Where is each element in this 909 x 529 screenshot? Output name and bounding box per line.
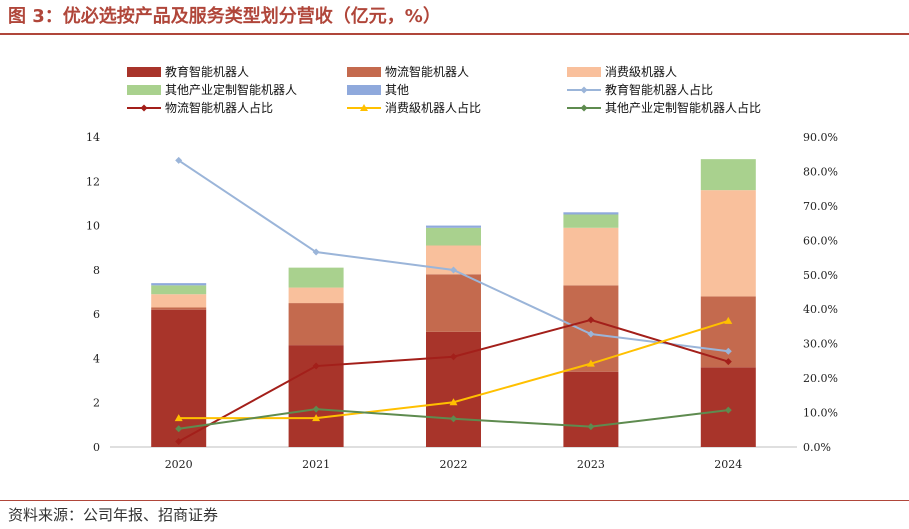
data-point bbox=[724, 347, 732, 355]
legend-swatch bbox=[347, 67, 381, 77]
legend-label: 物流智能机器人 bbox=[385, 64, 469, 79]
x-tick-label: 2022 bbox=[440, 458, 468, 471]
y-right-tick-label: 20.0% bbox=[803, 372, 838, 385]
legend-label: 其他产业定制智能机器人 bbox=[165, 82, 297, 97]
legend-label: 物流智能机器人占比 bbox=[165, 100, 273, 115]
y-left-tick-label: 2 bbox=[93, 397, 100, 410]
legend-swatch bbox=[567, 67, 601, 77]
data-point bbox=[312, 414, 321, 422]
legend-label: 消费級机器人占比 bbox=[385, 100, 481, 115]
data-point bbox=[586, 359, 595, 367]
y-right-tick-label: 80.0% bbox=[803, 165, 838, 178]
data-point bbox=[450, 266, 457, 274]
bar-segment bbox=[426, 227, 481, 246]
y-right-tick-label: 60.0% bbox=[803, 234, 838, 247]
bar-segment bbox=[426, 274, 481, 332]
bar-segment bbox=[426, 225, 481, 228]
bar-segment bbox=[151, 294, 207, 308]
y-left-tick-label: 12 bbox=[86, 175, 100, 188]
x-tick-label: 2020 bbox=[165, 458, 193, 471]
y-right-tick-label: 70.0% bbox=[803, 200, 838, 213]
data-point bbox=[449, 398, 458, 406]
chart-title: 图 3：优必选按产品及服务类型划分营收（亿元，%） bbox=[8, 6, 441, 27]
footer-divider bbox=[0, 500, 909, 501]
y-right-tick-label: 30.0% bbox=[803, 338, 838, 351]
data-point bbox=[175, 437, 183, 445]
bar-segment bbox=[151, 309, 207, 447]
legend-swatch bbox=[127, 67, 161, 77]
bar-segment bbox=[700, 159, 756, 191]
data-point bbox=[312, 248, 320, 256]
data-point bbox=[312, 405, 320, 413]
bar-segment bbox=[288, 303, 344, 346]
data-point bbox=[724, 406, 732, 414]
legend-swatch bbox=[347, 85, 381, 95]
bar-segment bbox=[563, 212, 619, 215]
bar-segment bbox=[151, 283, 207, 286]
y-left-tick-label: 8 bbox=[93, 264, 100, 277]
legend-label: 教育智能机器人占比 bbox=[605, 82, 713, 97]
bar-segment bbox=[288, 345, 344, 447]
y-left-tick-label: 14 bbox=[86, 131, 100, 144]
bar-segment bbox=[563, 214, 619, 228]
data-point bbox=[450, 353, 457, 361]
bar-segment bbox=[288, 267, 344, 288]
data-point bbox=[312, 362, 320, 370]
data-point bbox=[724, 316, 733, 324]
title-divider bbox=[0, 33, 909, 35]
legend-label: 教育智能机器人 bbox=[165, 64, 249, 79]
bar-segment bbox=[288, 287, 344, 304]
data-point bbox=[174, 414, 183, 422]
chart-axes: 0 2 4 6 8 10 12 14 0.0% 10.0% 20.0% 30.0% 40.0% 50.0%… bbox=[86, 131, 838, 471]
data-point bbox=[724, 358, 732, 366]
data-point bbox=[580, 86, 588, 94]
line-series-group bbox=[174, 156, 733, 445]
legend-label: 其他产业定制智能机器人占比 bbox=[605, 100, 761, 115]
bar-segment bbox=[151, 307, 207, 310]
x-tick-label: 2021 bbox=[302, 458, 330, 471]
y-right-tick-label: 90.0% bbox=[803, 131, 838, 144]
source-note: 资料来源：公司年报、招商证券 bbox=[8, 506, 219, 524]
bar-segment bbox=[151, 285, 207, 295]
data-point bbox=[175, 156, 183, 164]
x-tick-label: 2023 bbox=[577, 458, 605, 471]
y-left-tick-label: 0 bbox=[93, 441, 100, 454]
y-left-tick-label: 10 bbox=[86, 220, 100, 233]
y-right-tick-label: 0.0% bbox=[803, 441, 831, 454]
legend-swatch bbox=[127, 85, 161, 95]
data-point bbox=[360, 104, 368, 111]
data-point bbox=[175, 425, 183, 433]
data-point bbox=[140, 104, 148, 112]
bar-segment bbox=[426, 331, 481, 447]
bar-segment bbox=[563, 371, 619, 447]
y-left-tick-label: 4 bbox=[93, 352, 100, 365]
y-right-tick-label: 40.0% bbox=[803, 303, 838, 316]
legend-label: 其他 bbox=[385, 83, 409, 97]
y-left-tick-label: 6 bbox=[93, 308, 100, 321]
data-point bbox=[450, 415, 457, 423]
bar-series-group bbox=[151, 159, 756, 447]
bar-segment bbox=[563, 227, 619, 286]
data-point bbox=[580, 104, 588, 112]
data-point bbox=[587, 330, 595, 338]
bar-segment bbox=[563, 285, 619, 372]
y-right-tick-label: 50.0% bbox=[803, 269, 838, 282]
bar-segment bbox=[700, 190, 756, 297]
y-right-tick-label: 10.0% bbox=[803, 407, 838, 420]
x-tick-label: 2024 bbox=[714, 458, 742, 471]
data-point bbox=[587, 423, 595, 431]
legend-label: 消费級机器人 bbox=[605, 65, 677, 79]
data-point bbox=[587, 316, 595, 324]
